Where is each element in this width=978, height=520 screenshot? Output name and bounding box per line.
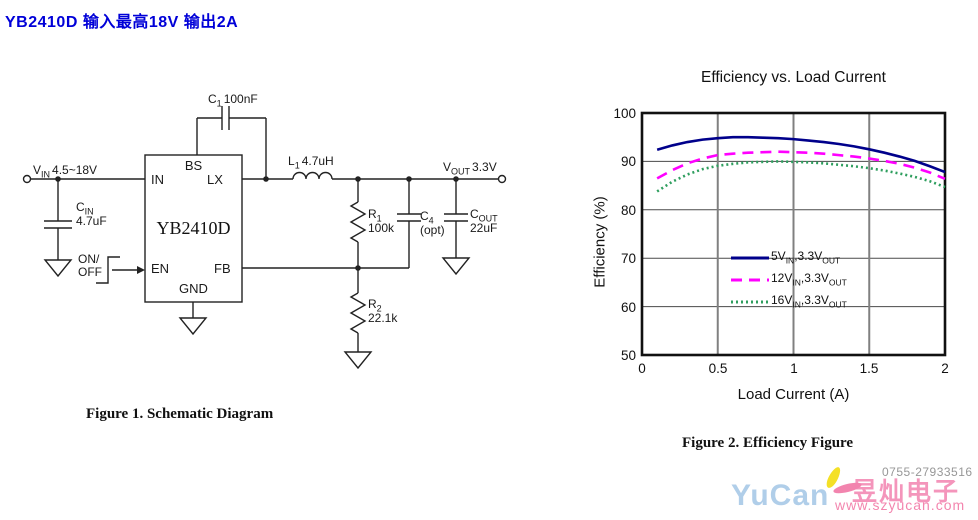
vout-label: VOUT 3.3V: [443, 160, 497, 177]
enable-signal: [96, 256, 145, 284]
watermark-phone: 0755-27933516: [882, 465, 973, 479]
efficiency-plot: [640, 111, 947, 357]
page-title: YB2410D 输入最高18V 输出2A: [5, 14, 239, 31]
chart-title: Efficiency vs. Load Current: [701, 69, 886, 86]
legend-label: 16VIN,3.3VOUT: [771, 292, 847, 310]
watermark-url: www.szyucan.com: [835, 497, 966, 513]
r2-resistor: [343, 268, 373, 370]
chart-xlabel: Load Current (A): [737, 386, 850, 403]
watermark-brand-cn: 昱灿电子: [852, 478, 961, 506]
xtick-1: 1: [790, 361, 798, 376]
legend-label: 12VIN,3.3VOUT: [771, 270, 847, 288]
cin-capacitor: [43, 179, 73, 278]
vin-label: VIN 4.5~18V: [33, 163, 98, 180]
c4-label: C4 (opt): [420, 209, 445, 238]
xtick-0: 0: [638, 361, 646, 376]
pin-fb: FB: [214, 261, 231, 276]
pin-in: IN: [151, 172, 164, 187]
figure2-caption: Figure 2. Efficiency Figure: [682, 435, 854, 451]
chart-legend: 5VIN,3.3VOUT 12VIN,3.3VOUT 16VIN,3.3VOUT: [731, 247, 847, 313]
c4-capacitor: [397, 179, 421, 268]
legend-entry-5v: 5VIN,3.3VOUT: [731, 247, 847, 269]
figure1-caption: Figure 1. Schematic Diagram: [86, 406, 274, 422]
l1-inductor: [292, 171, 333, 180]
cout-capacitor: [441, 179, 471, 276]
legend-entry-16v: 16VIN,3.3VOUT: [731, 291, 847, 313]
pin-gnd: GND: [179, 281, 208, 296]
xtick-2: 2: [941, 361, 949, 376]
schematic-drawing: [22, 106, 507, 370]
legend-entry-12v: 12VIN,3.3VOUT: [731, 269, 847, 291]
pin-en: EN: [151, 261, 170, 276]
l1-label: L1 4.7uH: [288, 154, 334, 171]
ytick-100: 100: [613, 106, 636, 121]
ytick-90: 90: [620, 154, 636, 169]
legend-label: 5VIN,3.3VOUT: [771, 248, 841, 266]
legend-line-dashed-icon: [731, 278, 769, 282]
pin-bs: BS: [184, 158, 203, 173]
ytick-80: 80: [620, 203, 636, 218]
c1-label: C1 100nF: [208, 92, 258, 109]
vout-terminal: [497, 174, 507, 184]
watermark-brand: YuCan: [731, 479, 830, 512]
cin-label: CIN 4.7uF: [76, 200, 107, 229]
ytick-70: 70: [620, 251, 636, 266]
legend-line-solid-icon: [731, 256, 769, 260]
cout-label: COUT 22uF: [470, 207, 498, 236]
xtick-15: 1.5: [859, 361, 879, 376]
vin-terminal: [22, 174, 32, 184]
ytick-50: 50: [620, 348, 636, 363]
legend-line-dotted-icon: [731, 300, 769, 304]
r1-resistor: [349, 179, 367, 268]
ic-name: YB2410D: [156, 218, 231, 238]
r2-label: R2 22.1k: [368, 297, 398, 326]
on-off-label: ON/ OFF: [78, 252, 102, 279]
gnd-connection: [178, 302, 208, 336]
pin-lx: LX: [207, 172, 223, 187]
junction-dots: [55, 176, 459, 271]
c1-capacitor: [196, 106, 267, 179]
xtick-05: 0.5: [708, 361, 728, 376]
r1-label: R1 100k: [368, 207, 395, 236]
ytick-60: 60: [620, 300, 636, 315]
